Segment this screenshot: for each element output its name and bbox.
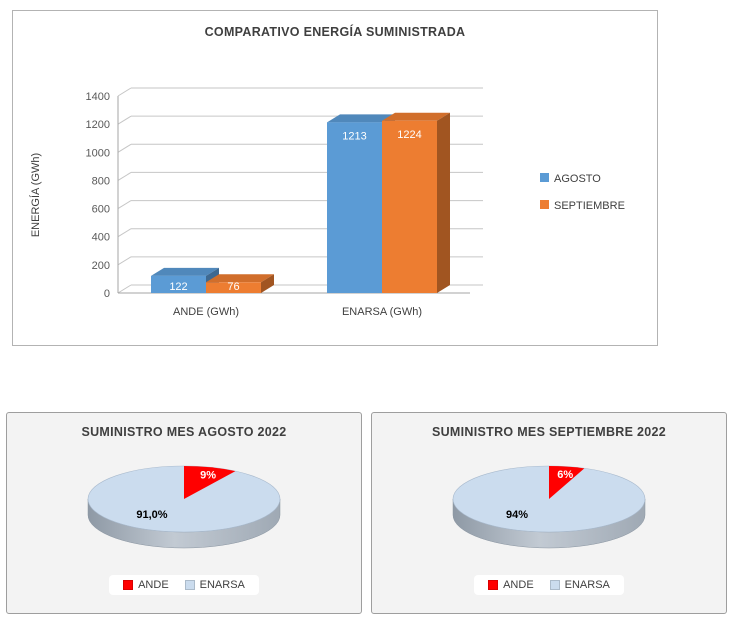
svg-text:1000: 1000 bbox=[86, 147, 110, 159]
legend-item-ande: ANDE bbox=[123, 579, 169, 591]
legend-box: ANDE ENARSA bbox=[474, 575, 624, 595]
pie-legend-agosto: ANDE ENARSA bbox=[7, 575, 361, 595]
pie-title-agosto: SUMINISTRO MES AGOSTO 2022 bbox=[81, 425, 287, 439]
legend-label-ande: ANDE bbox=[138, 579, 169, 591]
pie-title-septiembre: SUMINISTRO MES SEPTIEMBRE 2022 bbox=[431, 425, 667, 439]
svg-text:1400: 1400 bbox=[86, 91, 110, 103]
svg-text:1224: 1224 bbox=[397, 129, 421, 141]
svg-text:6%: 6% bbox=[557, 469, 573, 481]
legend-item-enarsa: ENARSA bbox=[549, 579, 610, 591]
svg-text:AGOSTO: AGOSTO bbox=[554, 173, 601, 185]
svg-text:ANDE (GWh): ANDE (GWh) bbox=[173, 306, 239, 318]
svg-text:9%: 9% bbox=[200, 469, 216, 481]
svg-text:400: 400 bbox=[92, 232, 110, 244]
svg-text:1213: 1213 bbox=[342, 130, 366, 142]
legend-label-enarsa: ENARSA bbox=[199, 579, 245, 591]
legend-item-ande: ANDE bbox=[488, 579, 534, 591]
legend-swatch-enarsa bbox=[184, 580, 195, 590]
svg-text:ENARSA (GWh): ENARSA (GWh) bbox=[342, 306, 422, 318]
svg-text:ENERGÍA (GWh): ENERGÍA (GWh) bbox=[29, 153, 42, 237]
legend-item-enarsa: ENARSA bbox=[184, 579, 245, 591]
bar-chart-title: COMPARATIVO ENERGÍA SUMINISTRADA bbox=[204, 25, 466, 39]
svg-text:0: 0 bbox=[104, 288, 110, 300]
svg-text:800: 800 bbox=[92, 175, 110, 187]
legend-swatch-ande bbox=[488, 580, 499, 590]
svg-text:76: 76 bbox=[227, 281, 239, 293]
svg-text:94%: 94% bbox=[506, 509, 528, 521]
legend-box: ANDE ENARSA bbox=[109, 575, 259, 595]
svg-text:SEPTIEMBRE: SEPTIEMBRE bbox=[554, 200, 625, 212]
pie-panel-agosto: SUMINISTRO MES AGOSTO 2022 9% 91,0% ANDE … bbox=[6, 412, 362, 614]
legend-swatch-enarsa bbox=[549, 580, 560, 590]
bar-chart-canvas: 0 200 400 600 800 1000 1200 1400 122 76 ANDE (GWh)… bbox=[29, 87, 625, 318]
svg-text:200: 200 bbox=[92, 260, 110, 272]
legend-swatch-ande bbox=[123, 580, 134, 590]
legend-label-enarsa: ENARSA bbox=[564, 579, 610, 591]
svg-text:1200: 1200 bbox=[86, 119, 110, 131]
pie-chart-septiembre: 6% 94% bbox=[452, 465, 646, 549]
legend-label-ande: ANDE bbox=[503, 579, 534, 591]
pie-panel-septiembre: SUMINISTRO MES SEPTIEMBRE 2022 6% 94% AND… bbox=[371, 412, 727, 614]
svg-text:91,0%: 91,0% bbox=[136, 509, 167, 521]
bar-chart-panel: COMPARATIVO ENERGÍA SUMINISTRADA 0 200 400… bbox=[12, 10, 658, 346]
pie-legend-septiembre: ANDE ENARSA bbox=[372, 575, 726, 595]
svg-text:600: 600 bbox=[92, 204, 110, 216]
svg-text:122: 122 bbox=[169, 281, 187, 293]
pie-chart-agosto: 9% 91,0% bbox=[87, 465, 281, 549]
